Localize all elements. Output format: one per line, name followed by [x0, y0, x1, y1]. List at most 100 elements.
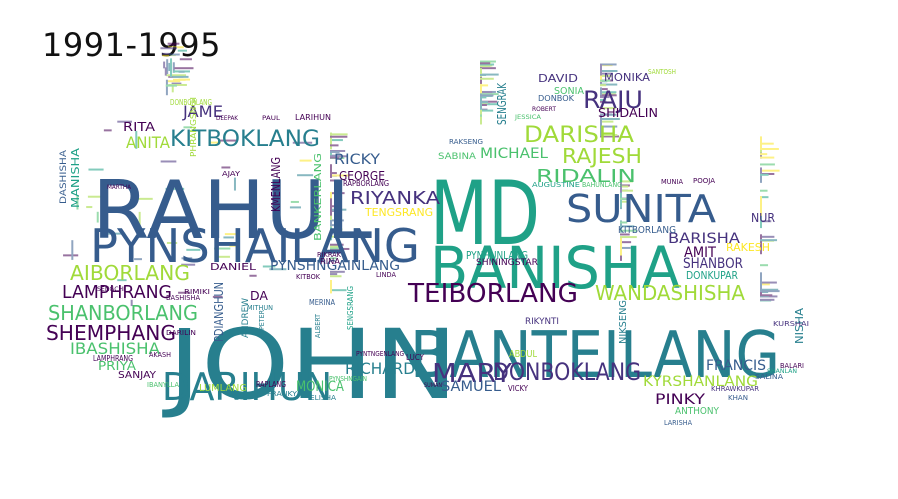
filler-mark: [330, 144, 339, 147]
filler-mark: [167, 80, 181, 83]
filler-mark: [117, 279, 127, 282]
filler-mark: [600, 135, 620, 138]
filler-mark: [330, 243, 344, 246]
word-rita: RITA: [123, 120, 156, 134]
filler-mark: [174, 67, 194, 70]
filler-mark: [330, 279, 332, 294]
filler-mark: [330, 224, 340, 227]
word-shidalin: SHIDALIN: [598, 106, 658, 120]
word-jame: JAME: [182, 102, 223, 121]
filler-mark: [600, 117, 602, 137]
filler-mark: [600, 75, 602, 83]
filler-mark: [480, 60, 496, 63]
filler-mark: [297, 174, 314, 177]
filler-mark: [620, 221, 628, 224]
filler-mark: [480, 65, 491, 68]
filler-mark: [96, 211, 99, 223]
filler-mark: [330, 179, 340, 182]
filler-mark: [480, 68, 482, 77]
word-david: DAVID: [538, 72, 578, 85]
word-lamphrang: LAMPHRANG: [93, 354, 133, 363]
chart-title: 1991-1995: [42, 26, 221, 64]
filler-mark: [165, 187, 185, 190]
filler-mark: [620, 236, 622, 256]
word-martha: MARTHA: [107, 184, 132, 191]
filler-mark: [224, 233, 236, 236]
filler-mark: [223, 236, 234, 239]
word-dashisha: DASHISHA: [59, 149, 69, 204]
filler-mark: [219, 139, 238, 142]
word-banteilang: BANTEILANG: [410, 319, 780, 393]
word-robert: ROBERT: [532, 106, 556, 113]
word-rimiki: RIMIKI: [184, 288, 210, 296]
filler-mark: [760, 264, 769, 267]
filler-mark: [179, 58, 192, 61]
word-michael: MICHAEL: [480, 146, 548, 162]
word-pynshngain: PYNSHNGAIN: [329, 375, 367, 383]
filler-mark: [330, 275, 342, 278]
filler-mark: [480, 103, 498, 106]
filler-mark: [330, 235, 340, 238]
filler-mark: [330, 150, 340, 153]
filler-mark: [160, 160, 177, 163]
filler-mark: [186, 248, 201, 251]
word-franky: FRANKY: [267, 390, 298, 398]
word-donboklang: DONBOKLANG: [493, 358, 641, 386]
filler-mark: [480, 104, 487, 107]
word-daniel: DANIEL: [210, 262, 257, 273]
word-bashisha: BASHISHA: [166, 294, 200, 302]
filler-mark: [480, 93, 482, 110]
filler-mark: [620, 197, 633, 200]
filler-mark: [249, 274, 257, 277]
word-pinky: PINKY: [655, 392, 706, 408]
filler-mark: [135, 130, 138, 149]
filler-mark: [330, 156, 340, 159]
filler-mark: [480, 77, 482, 90]
filler-mark: [600, 100, 607, 103]
filler-mark: [760, 234, 762, 255]
word-aiborlang: AIBORLANG: [70, 261, 190, 285]
filler-mark: [249, 217, 252, 234]
filler-mark: [760, 171, 762, 183]
word-george: GEORGE: [339, 169, 385, 183]
word-suman: SUMAN: [424, 382, 442, 389]
filler-mark: [600, 63, 617, 66]
word-nisha: NISHA: [793, 308, 806, 344]
filler-mark: [760, 283, 770, 286]
word-rikynti: RIKYNTI: [525, 317, 559, 327]
filler-mark: [172, 78, 186, 81]
word-ibashisha: IBASHISHA: [70, 339, 160, 358]
filler-mark: [330, 245, 342, 248]
word-kitboklang: KITBOKLANG: [170, 127, 320, 152]
filler-mark: [330, 151, 332, 158]
filler-mark: [600, 74, 612, 77]
filler-mark: [600, 125, 618, 128]
word-vicky: VICKY: [508, 384, 528, 393]
word-kitbok: KITBOK: [296, 273, 320, 281]
word-kitborlang: KITBORLANG: [618, 225, 676, 236]
filler-mark: [299, 159, 312, 162]
filler-mark: [600, 64, 602, 72]
word-khan: KHAN: [728, 394, 748, 402]
word-priya: PRIYA: [98, 359, 137, 373]
filler-mark: [216, 255, 230, 258]
filler-mark: [330, 208, 347, 211]
word-donkupar: DONKUPAR: [686, 269, 738, 282]
word-rakesh: RAKESH: [726, 241, 770, 254]
word-khrawkupar: KHRAWKUPAR: [711, 385, 759, 393]
filler-mark: [160, 47, 177, 50]
word-nikseng: NIKSENG: [618, 300, 629, 344]
filler-mark: [600, 88, 608, 91]
filler-mark: [177, 49, 188, 52]
filler-mark: [164, 67, 167, 76]
filler-mark: [600, 84, 607, 87]
filler-mark: [600, 113, 613, 116]
filler-mark: [760, 215, 762, 229]
filler-mark: [600, 118, 620, 121]
filler-mark: [600, 87, 602, 96]
filler-mark: [760, 169, 780, 172]
word-riyanka: RIYANKA: [350, 188, 441, 209]
filler-mark: [620, 200, 629, 203]
filler-mark: [262, 265, 276, 268]
